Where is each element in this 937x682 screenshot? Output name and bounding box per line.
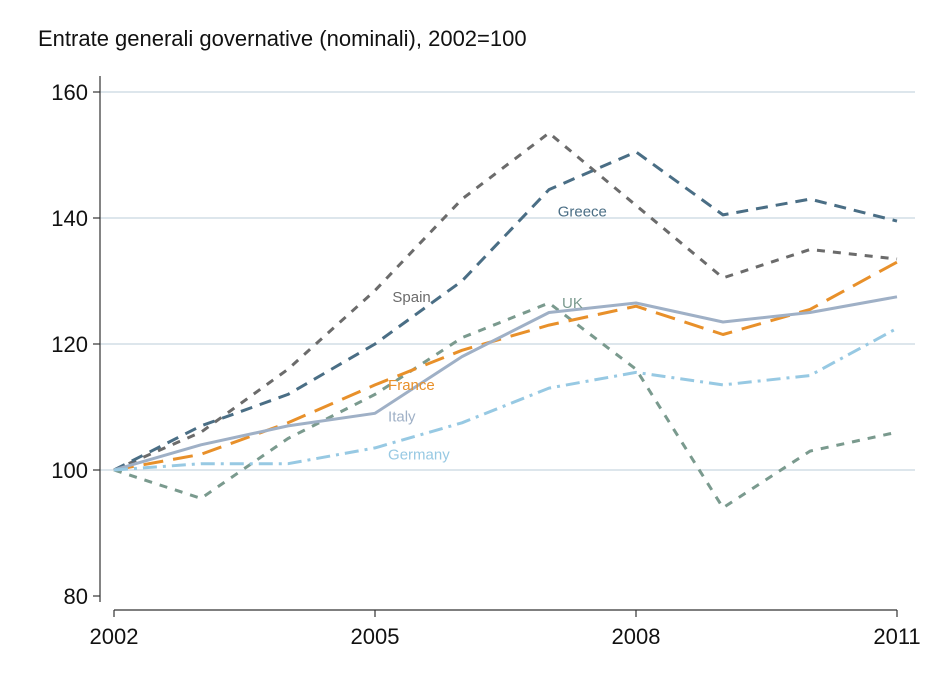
x-tick-label-2011: 2011 — [873, 624, 920, 649]
y-tick-label-160: 160 — [51, 80, 88, 105]
y-tick-label-100: 100 — [51, 458, 88, 483]
series-label-france: France — [388, 377, 435, 394]
y-tick-label-80: 80 — [64, 584, 88, 609]
y-tick-label-140: 140 — [51, 206, 88, 231]
series-line-germany — [113, 326, 898, 472]
series-line-france — [113, 260, 898, 472]
gridlines — [100, 91, 915, 471]
series-line-uk — [113, 301, 898, 510]
axes: 80 100 120 140 160 2002 2005 2008 2011 — [51, 76, 921, 649]
series-line-spain — [113, 131, 898, 472]
y-tick-label-120: 120 — [51, 332, 88, 357]
x-tick-label-2008: 2008 — [612, 624, 661, 649]
series-line-greece — [113, 150, 898, 472]
chart-title: Entrate generali governative (nominali),… — [38, 26, 527, 51]
series-label-uk: UK — [562, 295, 583, 312]
series-lines — [113, 131, 898, 510]
series-label-germany: Germany — [388, 446, 450, 463]
series-label-spain: Spain — [392, 289, 430, 306]
x-tick-label-2002: 2002 — [90, 624, 139, 649]
series-label-italy: Italy — [388, 408, 416, 425]
series-label-greece: Greece — [558, 204, 607, 221]
series-labels: Spain Greece UK France Italy Germany — [388, 204, 607, 464]
series-line-italy — [113, 295, 898, 472]
x-tick-label-2005: 2005 — [351, 624, 400, 649]
